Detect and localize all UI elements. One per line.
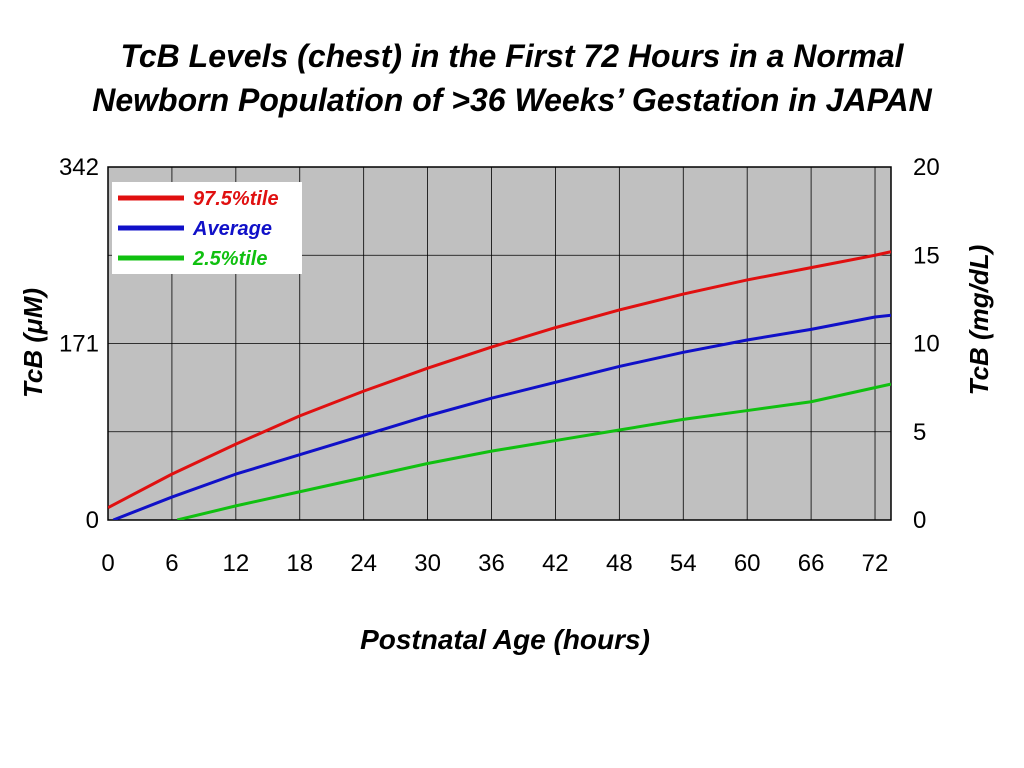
x-tick-label: 36 [478,550,505,577]
x-tick-label: 12 [222,550,249,577]
y-right-tick-label: 10 [913,331,940,358]
x-tick-label: 18 [286,550,313,577]
legend: 97.5%tile Average 2.5%tile [112,182,302,274]
x-tick-label: 54 [670,550,697,577]
series-line-average [112,313,891,520]
y-right-tick-label: 0 [913,507,926,534]
y-left-tick-label: 171 [59,331,99,358]
x-tick-labels: 0 6 12 18 24 30 36 42 48 54 60 66 72 [101,550,888,577]
y-right-tick-label: 15 [913,242,940,269]
x-tick-label: 6 [165,550,178,577]
y-left-tick-label: 0 [86,507,99,534]
x-tick-label: 42 [542,550,569,577]
y-right-tick-label: 5 [913,419,926,446]
chart-title-line-1: TcB Levels (chest) in the First 72 Hours… [120,38,904,74]
x-tick-label: 66 [798,550,825,577]
legend-label: 2.5%tile [192,248,267,270]
y-right-tick-label: 20 [913,154,940,181]
x-tick-label: 24 [350,550,377,577]
y-left-axis-label: TcB (μM) [18,288,48,398]
x-tick-label: 30 [414,550,441,577]
series-line-97-5-tile [108,250,891,509]
series-line-2-5-tile [176,382,891,520]
legend-label: Average [192,218,272,240]
x-axis-label: Postnatal Age (hours) [360,624,650,655]
legend-label: 97.5%tile [193,188,279,210]
chart-title: TcB Levels (chest) in the First 72 Hours… [0,34,1024,122]
x-tick-label: 72 [862,550,889,577]
x-tick-label: 0 [101,550,114,577]
y-left-tick-label: 342 [59,154,99,181]
y-right-tick-labels: 0 5 10 15 20 [913,154,940,534]
x-tick-label: 60 [734,550,761,577]
y-left-tick-labels: 0 171 342 [59,154,99,534]
series-lines [108,250,891,520]
chart-title-line-2: Newborn Population of >36 Weeks’ Gestati… [92,82,932,118]
y-right-axis-label: TcB (mg/dL) [964,245,994,396]
x-tick-label: 48 [606,550,633,577]
